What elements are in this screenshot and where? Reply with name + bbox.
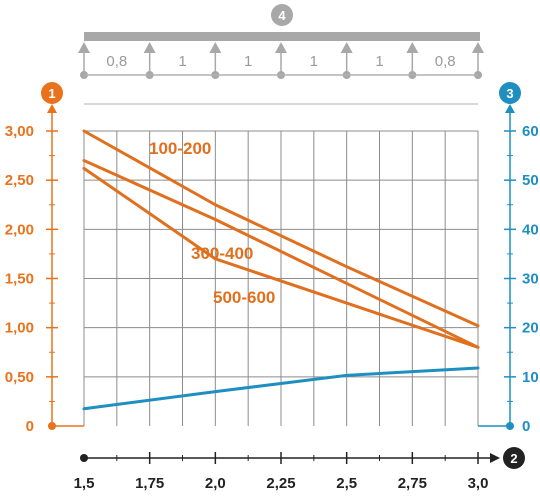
left-tick-label: 1,50 [5,271,34,288]
left-tick-label: 1,00 [5,320,34,337]
span-label: 0,8 [435,53,456,70]
badge-left-label: 1 [48,86,55,101]
bottom-tick-label: 2,75 [398,475,427,492]
support-triangle [143,42,156,53]
badge-left: 1 [41,82,63,104]
right-tick-label: 0 [522,418,530,435]
span-label: 1 [375,53,383,70]
beam-bar [84,32,480,41]
badge-top: 4 [271,4,293,26]
beam-supports [78,42,484,79]
support-triangle [472,42,484,53]
series-line-300-400 [82,159,480,349]
left-tick-label: 0 [26,418,34,435]
zero-dot-right [506,422,514,430]
series-label-300-400: 300-400 [191,244,253,263]
support-triangle [406,42,419,53]
bottom-tick-label: 1,75 [135,475,164,492]
right-tick-label: 40 [522,221,539,238]
left-tick-label: 2,50 [5,172,34,189]
left-axis-arrow [47,104,57,113]
badge-top-label: 4 [278,8,286,23]
bottom-tick-label: 3,0 [468,475,489,492]
left-tick-label: 3,00 [5,123,34,140]
span-labels: 0,8 1 1 1 1 0,8 [106,53,455,70]
badge-bottom-label: 2 [510,451,517,466]
left-axis: 0 0,50 1,00 1,50 2,00 2,50 3,00 1 [5,82,63,435]
beam-diagram: 0,8 1 1 1 1 0,8 4 [78,4,484,105]
bottom-tick-label: 2,0 [205,475,226,492]
series-label-500-600: 500-600 [213,288,275,307]
right-tick-label: 50 [522,172,539,189]
origin-dot [80,454,88,462]
support-triangle [340,42,353,53]
right-tick-label: 60 [522,123,539,140]
series-line-blue-series [82,366,480,411]
bottom-tick-label: 1,5 [74,475,95,492]
bottom-tick-label: 2,5 [336,475,357,492]
left-tick-label: 2,00 [5,221,34,238]
span-label: 0,8 [106,53,127,70]
bottom-axis-ticks: 1,5 1,75 2,0 2,25 2,5 2,75 3,0 [74,452,489,492]
bottom-tick-label: 2,25 [266,475,295,492]
badge-bottom: 2 [503,447,525,469]
right-tick-label: 10 [522,369,539,386]
badge-right-label: 3 [506,86,513,101]
series-line-500-600 [82,166,480,349]
bottom-axis-arrow [490,453,500,463]
bottom-axis: 1,5 1,75 2,0 2,25 2,5 2,75 3,0 2 [74,447,525,492]
support-triangle [275,42,287,53]
right-tick-label: 20 [522,320,539,337]
right-axis: 0 10 20 30 40 50 60 3 [499,82,539,435]
chart-series [82,129,480,411]
series-label-100-200: 100-200 [149,139,211,158]
chart-grid [83,130,479,426]
left-tick-label: 0,50 [5,369,34,386]
left-axis-ticks: 0 0,50 1,00 1,50 2,00 2,50 3,00 [5,123,58,435]
right-tick-label: 30 [522,271,539,288]
badge-right: 3 [499,82,521,104]
right-axis-ticks: 0 10 20 30 40 50 60 [504,123,539,435]
zero-dot-left [48,422,56,430]
support-triangle [78,42,90,53]
right-axis-arrow [505,104,515,113]
span-label: 1 [178,53,186,70]
span-label: 1 [310,53,318,70]
span-label: 1 [244,53,252,70]
support-triangle [209,42,222,53]
series-line-100-200 [82,129,480,328]
